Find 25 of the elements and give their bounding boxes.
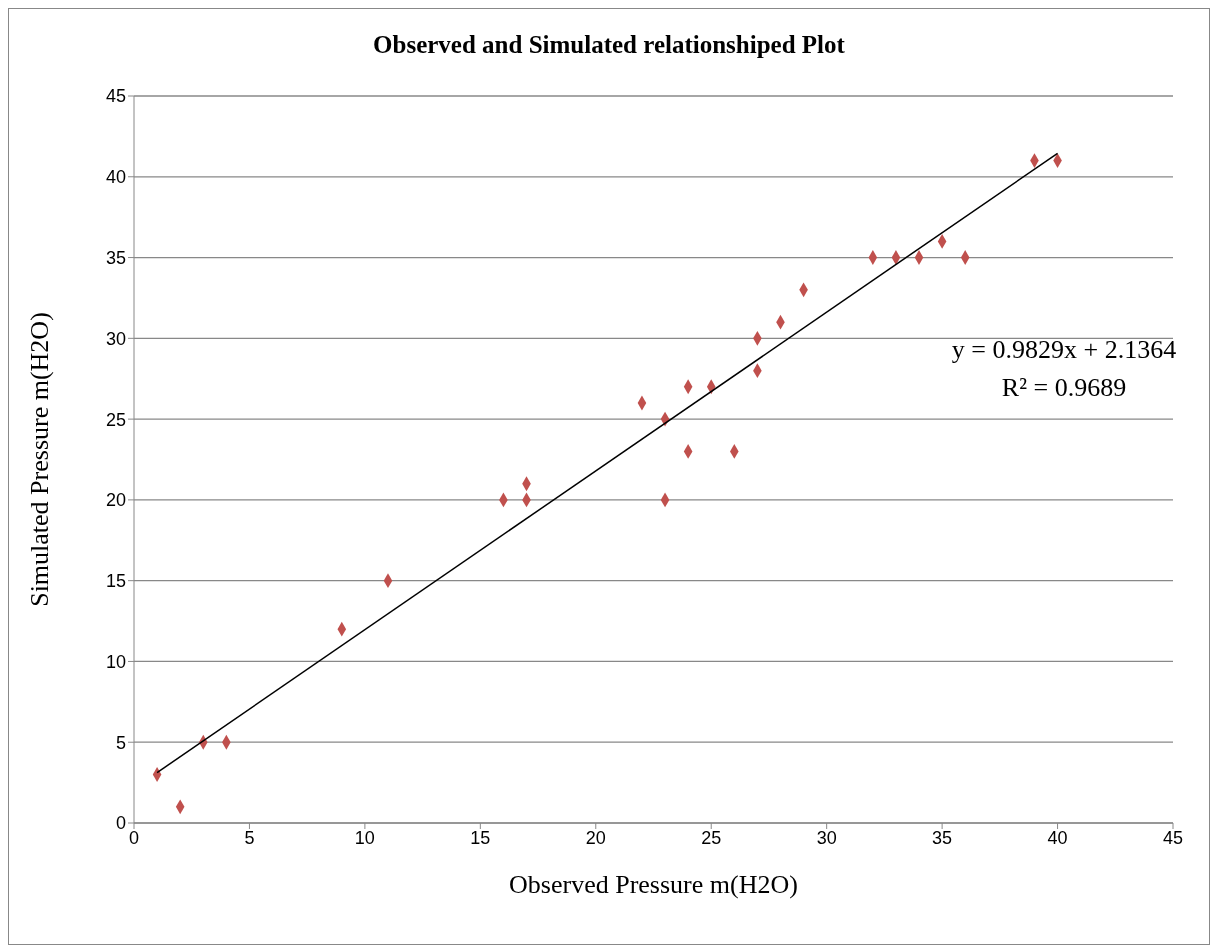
x-tick-label: 35	[932, 827, 953, 848]
y-tick-label: 5	[115, 732, 126, 753]
x-tick-label: 25	[701, 827, 722, 848]
y-tick-label: 0	[115, 813, 126, 834]
annotation: R² = 0.9689	[1000, 372, 1128, 404]
x-tick-label: 20	[585, 827, 606, 848]
y-tick-label: 35	[105, 247, 126, 268]
x-axis-title: Observed Pressure m(H2O)	[509, 870, 798, 899]
y-axis-title: Simulated Pressure m(H2O)	[25, 312, 55, 607]
x-tick-label: 10	[354, 827, 375, 848]
x-tick-label: 45	[1162, 827, 1184, 848]
y-tick-label: 25	[105, 409, 126, 430]
y-tick-label: 20	[105, 490, 126, 511]
y-tick-label: 30	[105, 328, 126, 349]
x-tick-label: 30	[816, 827, 837, 848]
y-tick-label: 15	[105, 571, 126, 592]
annotation: y = 0.9829x + 2.1364	[950, 334, 1178, 366]
x-tick-label: 5	[244, 827, 255, 848]
x-tick-label: 0	[128, 827, 140, 848]
x-tick-label: 15	[470, 827, 491, 848]
y-tick-label: 10	[105, 651, 126, 672]
chart-title: Observed and Simulated relationshiped Plot	[372, 31, 846, 59]
x-tick-label: 40	[1047, 827, 1068, 848]
y-tick-label: 45	[105, 86, 126, 107]
y-tick-label: 40	[105, 167, 126, 188]
